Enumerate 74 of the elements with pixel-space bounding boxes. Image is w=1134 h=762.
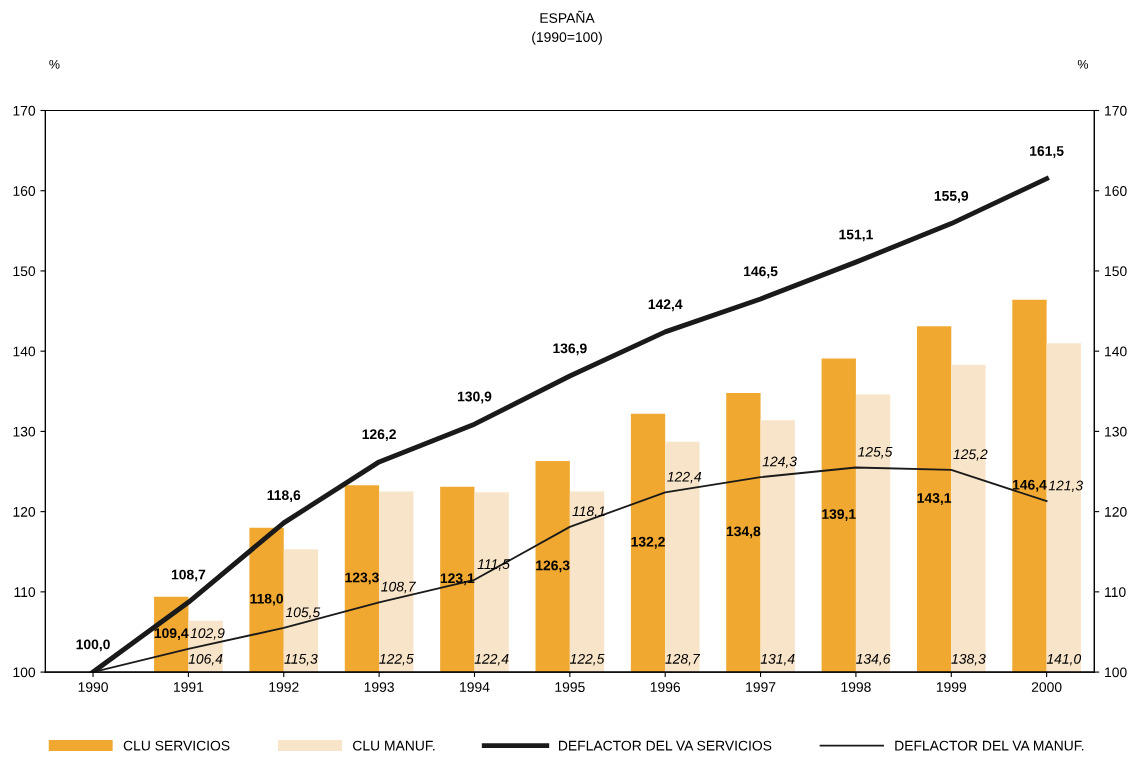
data-label: 122,5: [569, 653, 605, 666]
legend-label: DEFLACTOR DEL VA MANUF.: [895, 740, 1084, 751]
data-label: 155,9: [934, 190, 969, 203]
data-label: 123,1: [440, 573, 475, 586]
data-label: 123,3: [345, 572, 379, 585]
data-label: 130,9: [457, 391, 492, 404]
y-tick-label: 110: [14, 587, 36, 598]
y2-tick-label: 100: [1105, 667, 1127, 678]
data-label: 125,5: [857, 446, 893, 459]
data-label: 134,8: [726, 526, 761, 539]
data-label: 106,4: [188, 653, 223, 666]
data-label: 122,4: [474, 653, 509, 666]
data-label: 134,6: [856, 653, 891, 666]
data-label: 108,7: [381, 581, 416, 594]
data-label: 122,4: [667, 471, 702, 484]
x-tick-label: 1990: [78, 682, 108, 693]
data-label: 131,4: [760, 653, 795, 666]
x-tick-label: 1994: [460, 682, 490, 693]
chart-subtitle: (1990=100): [532, 31, 602, 45]
data-label: 105,5: [285, 607, 321, 619]
data-label: 115,3: [284, 653, 318, 666]
data-label: 108,7: [171, 569, 206, 582]
data-label: 122,5: [379, 653, 414, 666]
y-tick-label: 170: [13, 105, 36, 116]
legend-label: DEFLACTOR DEL VA SERVICIOS: [559, 740, 772, 751]
data-label: 125,2: [953, 449, 988, 461]
x-tick-label: 1991: [174, 682, 204, 693]
data-label: 138,3: [951, 653, 986, 666]
y-axis-title: %: [49, 59, 60, 69]
data-label: 139,1: [822, 509, 856, 521]
y2-tick-label: 170: [1105, 105, 1127, 116]
data-label: 118,1: [572, 506, 605, 518]
x-tick-label: 1993: [364, 682, 394, 693]
data-label: 132,2: [631, 536, 665, 549]
x-tick-label: 1995: [555, 682, 585, 693]
data-label: 118,6: [267, 490, 301, 503]
legend-label: CLU SERVICIOS: [123, 740, 230, 751]
x-tick-label: 1999: [936, 682, 967, 693]
data-label: 128,7: [665, 653, 701, 666]
y2-tick-label: 110: [1105, 587, 1126, 598]
x-tick-label: 1996: [650, 682, 681, 693]
data-label: 146,4: [1012, 479, 1047, 492]
data-label: 146,5: [744, 266, 778, 279]
data-label: 136,9: [553, 343, 587, 356]
data-label: 141,0: [1046, 653, 1082, 666]
data-label: 100,0: [76, 639, 110, 652]
y2-tick-label: 150: [1105, 266, 1127, 277]
y-tick-label: 100: [13, 667, 36, 678]
y-tick-label: 150: [13, 266, 36, 277]
y2-tick-label: 160: [1105, 186, 1127, 196]
data-label: 161,5: [1030, 146, 1064, 158]
x-tick-label: 2000: [1031, 682, 1062, 693]
y2-axis-title: %: [1077, 59, 1089, 69]
x-tick-label: 1998: [841, 682, 871, 693]
y2-tick-label: 120: [1105, 506, 1127, 517]
data-label: 126,3: [536, 560, 570, 573]
data-label: 121,3: [1048, 480, 1083, 493]
x-tick-label: 1997: [746, 682, 776, 693]
data-label: 118,0: [250, 593, 284, 606]
data-label: 151,1: [839, 229, 873, 242]
y-tick-label: 140: [13, 346, 36, 357]
y-tick-label: 130: [13, 426, 36, 437]
data-label: 124,3: [762, 456, 797, 468]
x-tick-label: 1992: [269, 682, 299, 693]
data-label: 143,1: [917, 493, 952, 505]
y-tick-label: 160: [13, 186, 36, 196]
data-label: 102,9: [190, 628, 225, 640]
y2-tick-label: 130: [1105, 426, 1127, 437]
legend-label: CLU MANUF.: [353, 740, 435, 751]
chart-title: ESPAÑA: [540, 10, 595, 23]
y-tick-label: 120: [13, 506, 36, 517]
y2-tick-label: 140: [1105, 346, 1127, 357]
data-label: 126,2: [362, 429, 396, 442]
data-label: 142,4: [648, 299, 683, 312]
